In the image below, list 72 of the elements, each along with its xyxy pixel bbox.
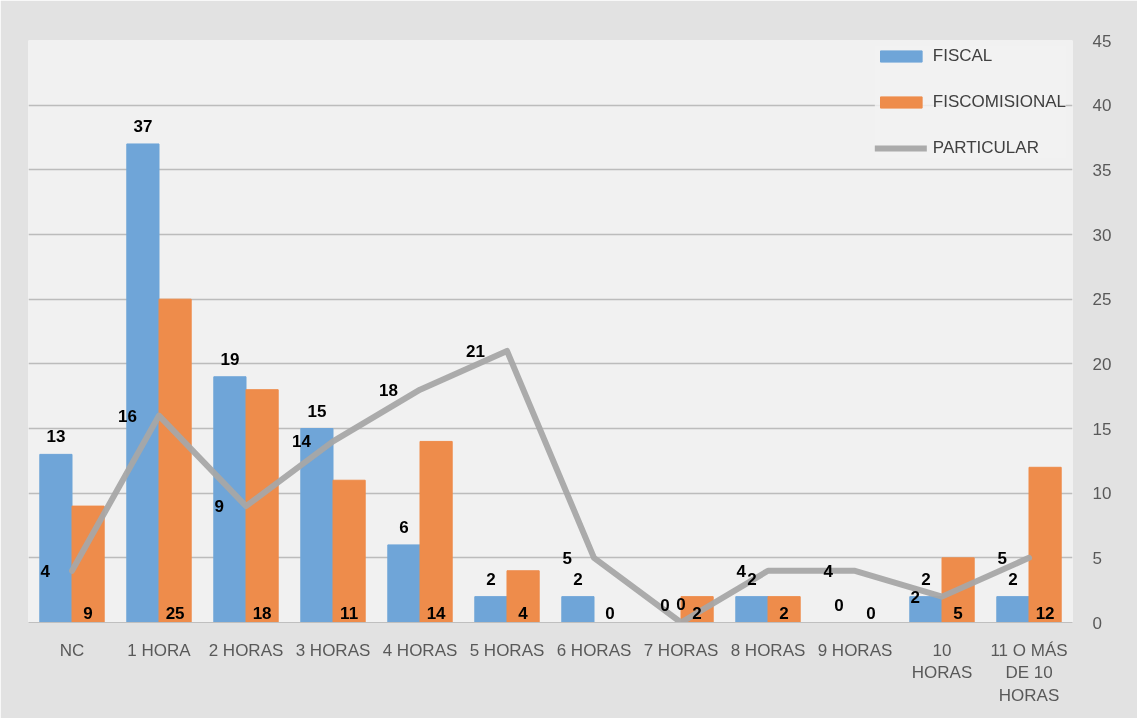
x-tick-label: NC — [59, 640, 85, 660]
y-tick-label: 35 — [1092, 160, 1112, 180]
bar — [506, 570, 540, 623]
data-label: 4 — [736, 561, 747, 581]
x-tick-label: 1 HORA — [127, 640, 192, 660]
data-label: 5 — [953, 603, 963, 623]
bar — [561, 596, 595, 623]
x-tick-label: 4 HORAS — [382, 640, 458, 660]
bar — [419, 440, 453, 623]
data-label: 2 — [486, 569, 496, 589]
data-label: 6 — [399, 517, 409, 537]
data-label: 11 — [340, 603, 359, 623]
data-label: 9 — [214, 497, 225, 517]
data-label: 2 — [921, 569, 931, 589]
data-label: 0 — [834, 595, 844, 615]
bar — [158, 298, 192, 623]
data-label: 2 — [779, 603, 789, 623]
data-label: 19 — [220, 349, 240, 369]
bar — [1028, 466, 1062, 623]
bar — [245, 389, 279, 623]
y-tick-label: 25 — [1092, 290, 1112, 310]
bar — [213, 376, 247, 623]
data-label: 4 — [518, 603, 529, 623]
data-label: 2 — [573, 569, 583, 589]
x-tick-label: 9 HORAS — [817, 640, 893, 660]
data-label: 0 — [676, 594, 686, 614]
legend-label: FISCOMISIONAL — [932, 92, 1066, 112]
x-tick-label: 10 HORAS — [911, 640, 973, 683]
data-label: 5 — [562, 548, 573, 568]
y-tick-label: 10 — [1092, 484, 1112, 504]
y-tick-label: 15 — [1092, 419, 1112, 439]
data-label: 0 — [866, 603, 876, 623]
bar — [996, 596, 1030, 623]
data-label: 21 — [466, 341, 486, 361]
data-label: 37 — [133, 116, 153, 136]
data-label: 0 — [660, 595, 670, 615]
data-label: 25 — [165, 603, 185, 623]
data-label: 5 — [997, 548, 1008, 568]
data-label: 2 — [692, 603, 702, 623]
bar — [39, 453, 73, 623]
data-label: 13 — [46, 427, 66, 447]
legend-label: FISCAL — [932, 46, 993, 66]
y-tick-label: 0 — [1092, 613, 1102, 633]
bar — [767, 596, 801, 623]
x-tick-label: 2 HORAS — [208, 640, 284, 660]
y-tick-label: 20 — [1092, 354, 1112, 374]
bar — [474, 596, 508, 623]
data-label: 2 — [747, 569, 757, 589]
y-tick-label: 30 — [1092, 225, 1112, 245]
x-tick-label: 6 HORAS — [556, 640, 632, 660]
data-label: 18 — [252, 603, 272, 623]
data-label: 9 — [83, 603, 93, 623]
x-tick-label: 5 HORAS — [469, 640, 545, 660]
legend-label: PARTICULAR — [932, 138, 1039, 158]
data-label: 14 — [426, 603, 447, 623]
data-label: 4 — [40, 561, 51, 581]
x-tick-label: 11 O MÁS DE 10 HORAS — [990, 640, 1068, 706]
x-tick-label: 8 HORAS — [730, 640, 806, 660]
data-label: 2 — [1008, 569, 1018, 589]
bar — [332, 479, 366, 623]
bar — [387, 544, 421, 623]
data-label: 15 — [307, 401, 327, 421]
y-tick-label: 5 — [1092, 548, 1102, 568]
bar — [735, 596, 769, 623]
y-tick-label: 45 — [1092, 31, 1112, 51]
x-tick-label: 7 HORAS — [643, 640, 719, 660]
data-label: 18 — [379, 380, 399, 400]
y-tick-label: 40 — [1092, 96, 1112, 116]
data-label: 12 — [1035, 603, 1055, 623]
x-tick-label: 3 HORAS — [295, 640, 371, 660]
data-label: 0 — [605, 603, 615, 623]
data-label: 4 — [823, 561, 834, 581]
